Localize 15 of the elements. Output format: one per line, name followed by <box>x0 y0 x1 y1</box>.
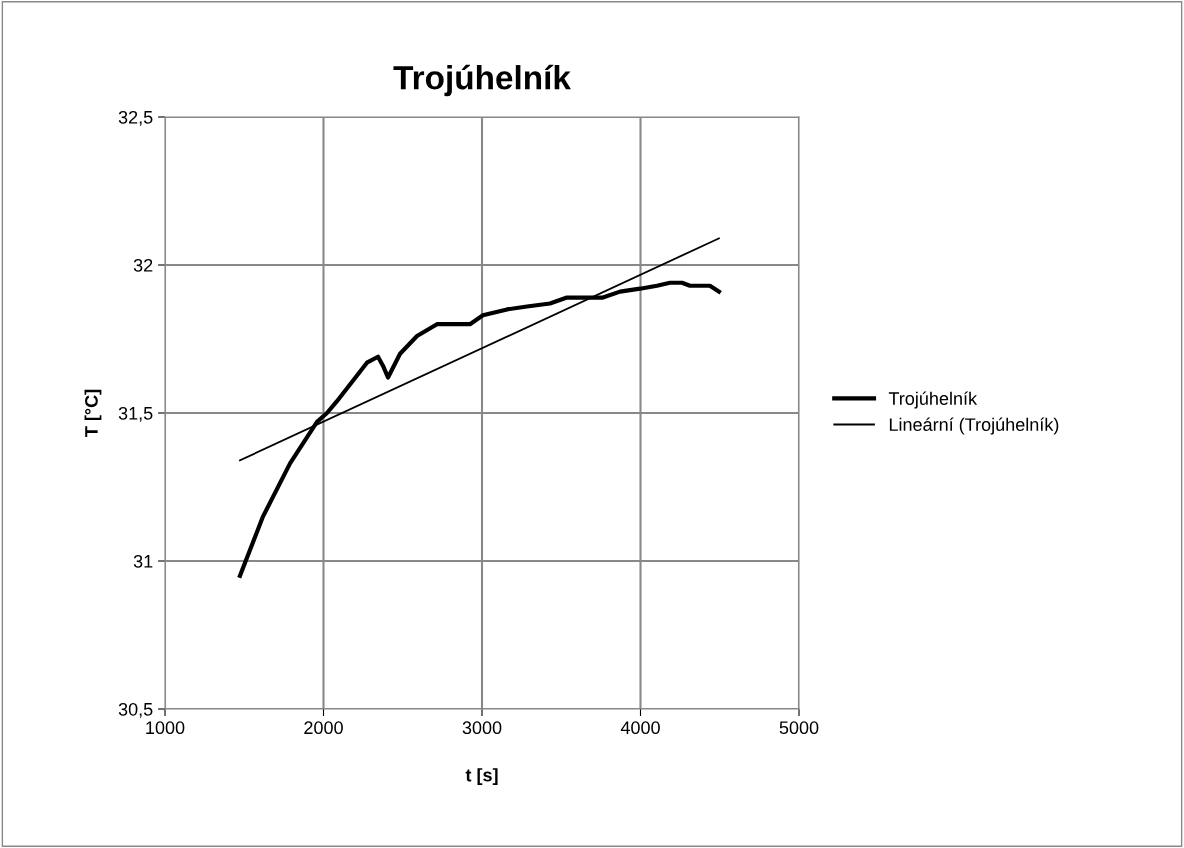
x-tick-label: 1000 <box>146 721 185 735</box>
y-tick-label: 30,5 <box>118 702 153 718</box>
x-tick-label: 4000 <box>620 721 660 735</box>
y-tick-label: 31 <box>133 554 153 568</box>
legend-label: Lineární (Trojúhelník) <box>889 417 1059 435</box>
legend-label: Trojúhelník <box>888 391 978 409</box>
y-tick-label: 32,5 <box>118 110 153 126</box>
x-axis-title: t [s] <box>465 768 498 786</box>
y-tick-label: 32 <box>133 258 153 272</box>
chart-title: Trojúhelník <box>393 64 571 97</box>
y-tick-label: 31,5 <box>118 406 153 422</box>
y-axis-title: T [°C] <box>84 389 102 437</box>
x-tick-label: 2000 <box>304 721 343 735</box>
x-tick-label: 5000 <box>779 721 819 735</box>
x-tick-label: 3000 <box>462 721 502 735</box>
